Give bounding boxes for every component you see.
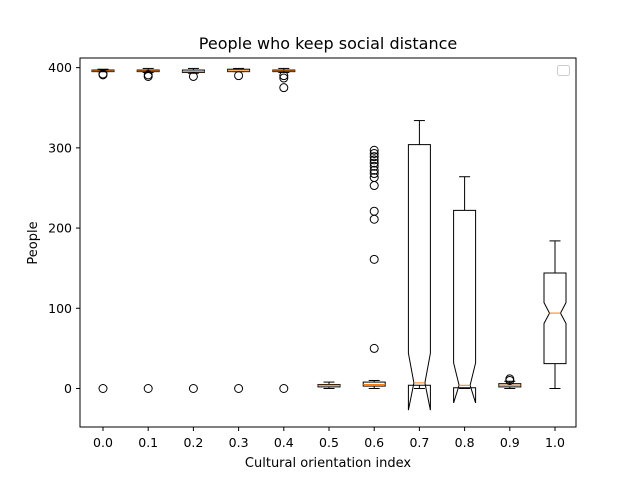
x-tick-label: 0.4 [274, 435, 294, 450]
outlier-point [279, 383, 289, 393]
box-group [136, 67, 160, 393]
box-group [543, 240, 567, 389]
outlier-point [369, 254, 379, 264]
outlier-point [188, 383, 198, 393]
x-tick-label: 0.1 [138, 435, 158, 450]
legend-box [557, 65, 570, 76]
y-tick-label: 0 [64, 381, 72, 396]
outlier-point [369, 165, 379, 175]
y-tick-label: 200 [48, 221, 72, 236]
outlier-point [188, 71, 198, 81]
outlier-point [369, 206, 379, 216]
box-body [453, 209, 477, 404]
x-tick-label: 0.2 [183, 435, 203, 450]
x-tick-label: 0.7 [409, 435, 429, 450]
outlier-point [505, 375, 515, 385]
box-body [407, 144, 431, 411]
outlier-point [143, 71, 153, 81]
y-tick-label: 400 [48, 60, 72, 75]
outlier-point [143, 383, 153, 393]
chart-title: People who keep social distance [199, 34, 457, 53]
x-tick-label: 1.0 [545, 435, 565, 450]
box-group [317, 381, 341, 389]
axis-ticks: 0.0 0.1 0.2 0.3 0.4 0.5 0.6 0.7 0.8 0.9 1.0 0 100 200… [48, 60, 565, 450]
outlier-point [369, 343, 379, 353]
outlier-point [279, 83, 289, 93]
box-group [272, 67, 296, 393]
x-axis-label: Cultural orientation index [245, 456, 411, 471]
outlier-point [98, 70, 108, 80]
x-tick-label: 0.5 [319, 435, 339, 450]
x-tick-label: 0.0 [93, 435, 113, 450]
x-tick-label: 0.6 [364, 435, 384, 450]
x-tick-label: 0.9 [500, 435, 520, 450]
plot-area [91, 67, 567, 411]
box-group [181, 67, 205, 393]
box-body [543, 272, 567, 365]
outlier-point [369, 169, 379, 179]
outlier-point [98, 383, 108, 393]
box-group [227, 67, 251, 393]
outlier-point [369, 155, 379, 165]
outlier-point [369, 158, 379, 168]
y-axis-label: People [26, 221, 41, 264]
outlier-point [279, 73, 289, 83]
box-group [498, 374, 522, 389]
outlier-point [369, 152, 379, 162]
axes-frame [79, 57, 577, 428]
outlier-point [369, 145, 379, 155]
outlier-point [369, 148, 379, 158]
y-tick-label: 300 [48, 140, 72, 155]
box-group [407, 120, 431, 411]
outlier-point [369, 173, 379, 183]
outlier-point [369, 161, 379, 171]
box-group [453, 176, 477, 404]
x-tick-label: 0.8 [455, 435, 475, 450]
outlier-point [279, 71, 289, 81]
legend [557, 65, 570, 76]
y-tick-label: 100 [48, 301, 72, 316]
x-tick-label: 0.3 [229, 435, 249, 450]
box-group [362, 145, 386, 389]
outlier-point [234, 383, 244, 393]
box-group [91, 68, 115, 393]
outlier-point [234, 71, 244, 81]
